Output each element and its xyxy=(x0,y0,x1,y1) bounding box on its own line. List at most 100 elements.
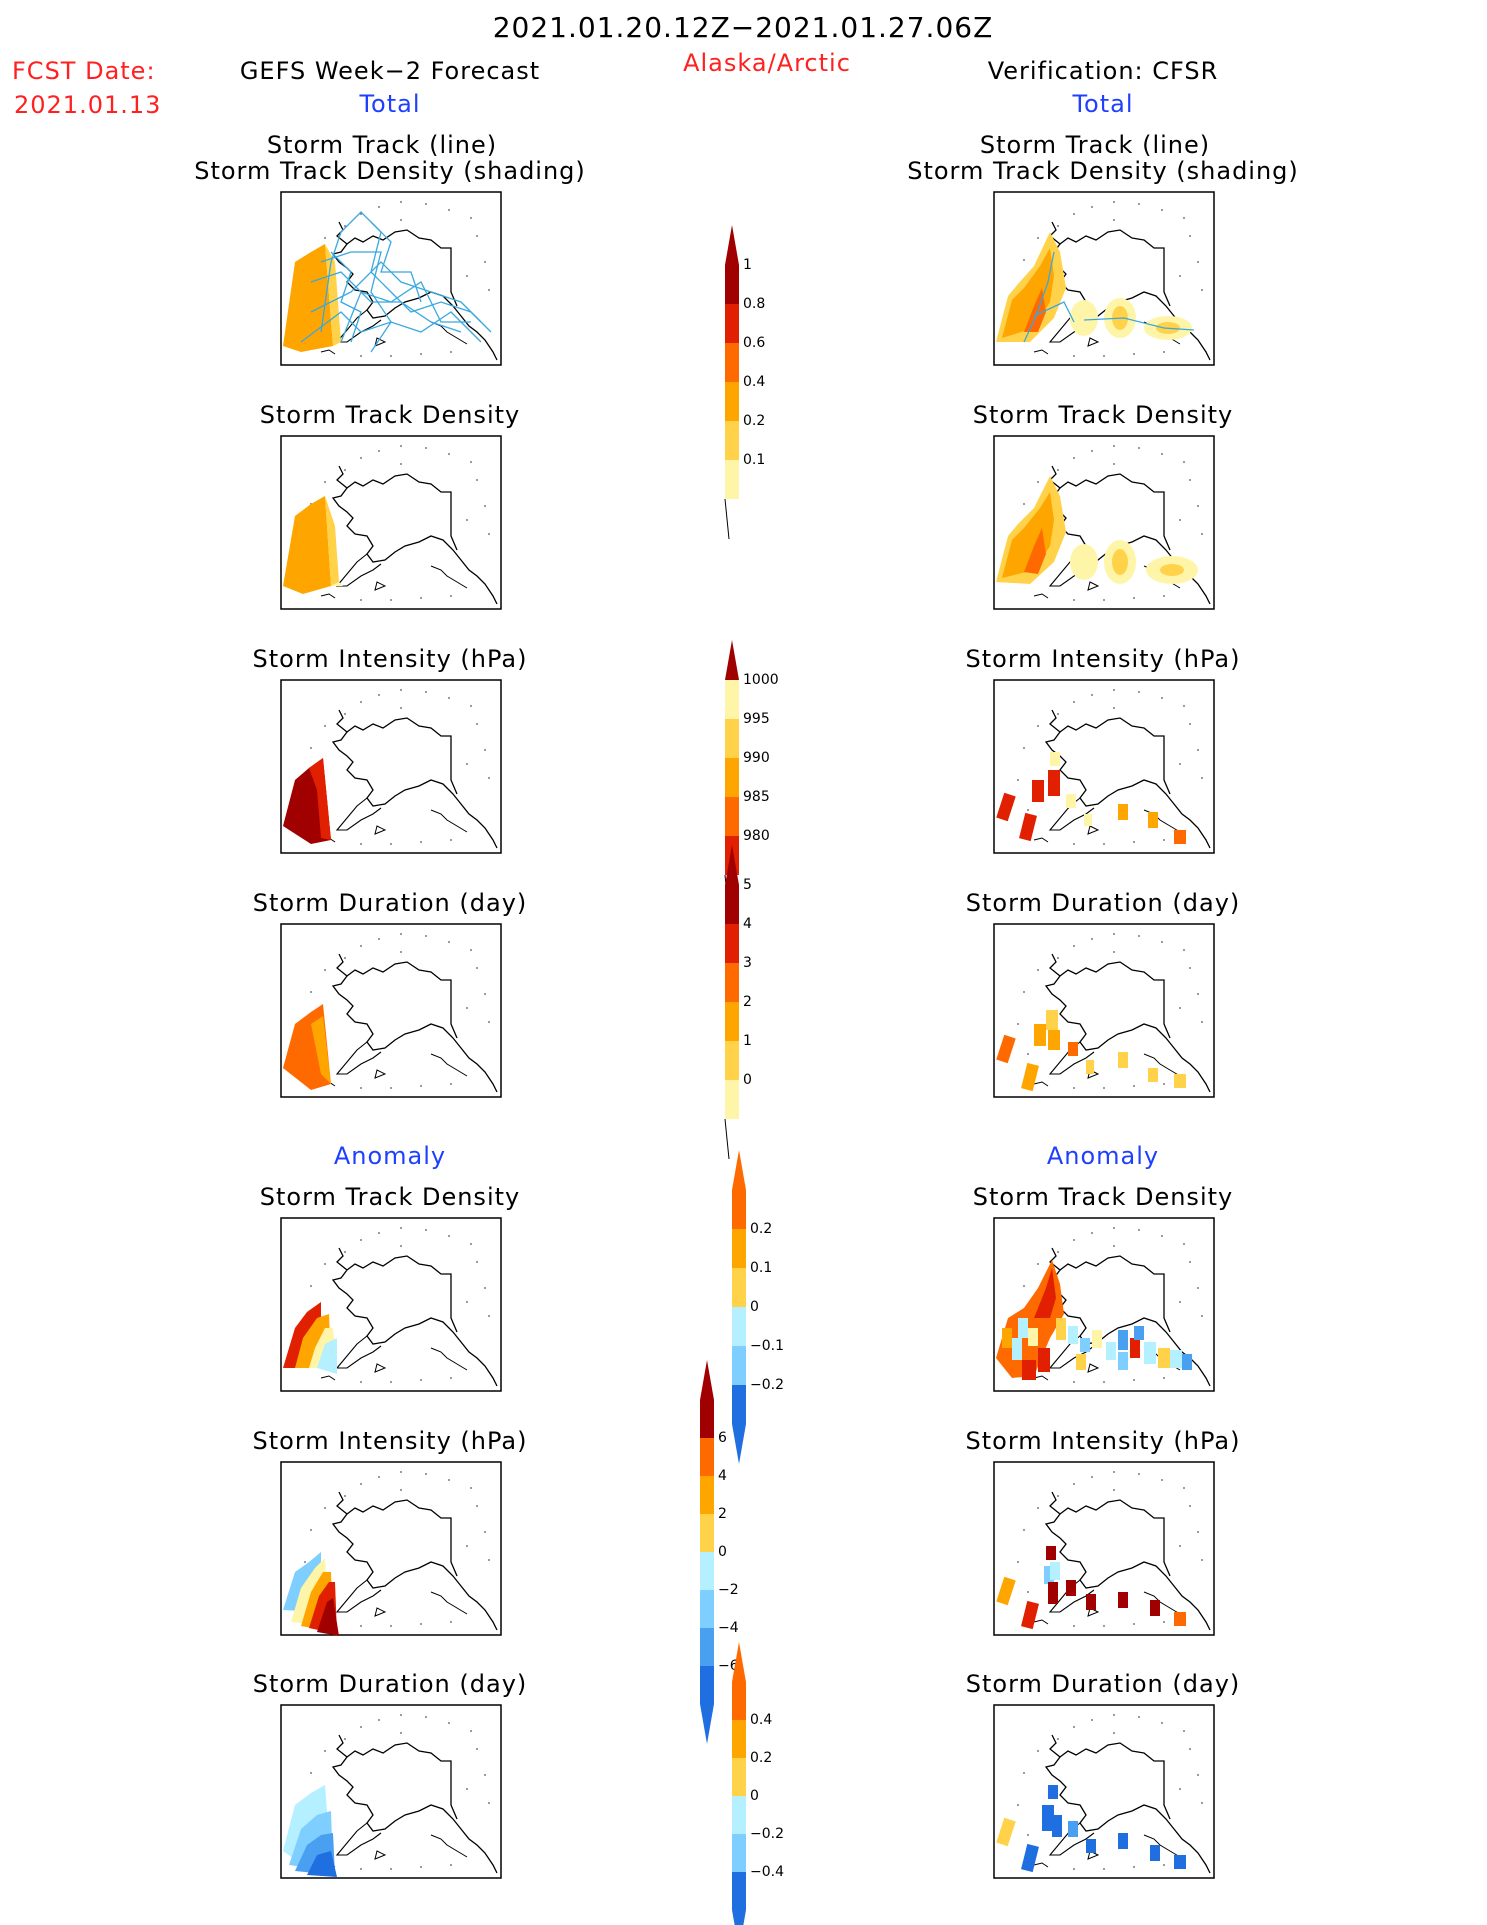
section-anomaly-right: Anomaly xyxy=(1047,1142,1159,1170)
map-forecast-density-anomaly xyxy=(280,1217,502,1392)
section-total-left: Total xyxy=(358,90,420,118)
colorbar-tick-label: −2 xyxy=(718,1582,739,1598)
colorbar-top-arrow xyxy=(725,640,739,680)
colorbar-swatch xyxy=(700,1476,714,1514)
colorbar-swatch xyxy=(725,460,739,499)
colorbar-tick-label: −0.2 xyxy=(750,1377,784,1393)
colorbar-tick-label: 0 xyxy=(718,1544,727,1560)
colorbar-tail xyxy=(724,1118,730,1160)
colorbar-swatch xyxy=(700,1666,714,1704)
colorbar-tick-label: 985 xyxy=(743,789,770,805)
colorbar-swatch xyxy=(732,1720,746,1758)
colorbar-swatch xyxy=(725,680,739,719)
colorbar-swatch xyxy=(732,1385,746,1424)
panel-title: Storm Duration (day) xyxy=(966,889,1241,917)
fcst-date-value: 2021.01.13 xyxy=(14,91,161,119)
colorbar-swatch xyxy=(732,1834,746,1872)
colorbar-tick-label: 1000 xyxy=(743,672,779,688)
colorbar-tick-label: 3 xyxy=(743,955,752,971)
colorbar-tick-label: 4 xyxy=(718,1468,727,1484)
map-forecast-intensity xyxy=(280,679,502,854)
colorbar-tick-label: 0.2 xyxy=(750,1221,772,1237)
colorbar-duration-total: 5 4 3 2 1 0 xyxy=(724,845,752,1160)
panel-title: Storm Intensity (hPa) xyxy=(253,645,528,673)
colorbar-tick-label: 4 xyxy=(743,916,752,932)
panel-title: Storm Duration (day) xyxy=(966,1670,1241,1698)
colorbar-swatch xyxy=(725,1080,739,1119)
colorbar-swatch xyxy=(732,1758,746,1796)
colorbar-duration-anomaly: 0.4 0.2 0 −0.2 −0.4 xyxy=(732,1642,784,1925)
colorbar-swatch xyxy=(732,1682,746,1720)
colorbar-swatch xyxy=(725,343,739,382)
panel-title: Storm Track (line) xyxy=(267,131,497,159)
colorbar-bottom-arrow xyxy=(732,1910,746,1925)
colorbar-swatch xyxy=(725,421,739,460)
panel-title: Storm Track Density xyxy=(973,401,1233,429)
colorbar-tick-label: 0.2 xyxy=(743,413,765,429)
colorbar-tick-label: −4 xyxy=(718,1620,739,1636)
panel-title: Storm Track Density xyxy=(260,401,520,429)
colorbar-swatch xyxy=(732,1872,746,1910)
colorbar-tick-label: 0.4 xyxy=(743,374,765,390)
panel-title: Storm Intensity (hPa) xyxy=(966,1427,1241,1455)
region-title: Alaska/Arctic xyxy=(683,49,851,77)
colorbar-tick-label: −0.4 xyxy=(750,1864,784,1880)
colorbar-tick-label: 0 xyxy=(750,1788,759,1804)
colorbar-swatch xyxy=(732,1229,746,1268)
fcst-date-label: FCST Date: xyxy=(12,57,156,85)
colorbar-swatch xyxy=(725,797,739,836)
panel-title: Storm Track Density xyxy=(260,1183,520,1211)
map-forecast-duration xyxy=(280,923,502,1098)
colorbar-bottom-arrow xyxy=(700,1704,714,1744)
colorbar-swatch xyxy=(725,924,739,963)
map-verification-intensity xyxy=(993,679,1215,854)
section-anomaly-left: Anomaly xyxy=(334,1142,446,1170)
colorbar-tick-label: 1 xyxy=(743,1033,752,1049)
period-title: 2021.01.20.12Z−2021.01.27.06Z xyxy=(493,11,994,44)
verification-title: Verification: CFSR xyxy=(988,57,1219,85)
colorbar-tick-label: 0.4 xyxy=(750,1712,772,1728)
colorbar-tick-label: 1 xyxy=(743,257,752,273)
map-verification-intensity-anomaly xyxy=(993,1461,1215,1636)
colorbar-swatch xyxy=(732,1268,746,1307)
map-forecast-track xyxy=(280,191,502,366)
colorbar-swatch xyxy=(725,1002,739,1041)
panel-title: Storm Intensity (hPa) xyxy=(966,645,1241,673)
colorbar-top-arrow xyxy=(700,1360,714,1400)
colorbar-tick-label: 980 xyxy=(743,828,770,844)
colorbar-swatch xyxy=(725,963,739,1002)
colorbar-tick-label: 0.1 xyxy=(743,452,765,468)
colorbar-swatch xyxy=(732,1307,746,1346)
panel-title: Storm Duration (day) xyxy=(253,889,528,917)
colorbar-swatch xyxy=(732,1346,746,1385)
colorbar-swatch xyxy=(700,1590,714,1628)
map-verification-duration xyxy=(993,923,1215,1098)
panel-title: Storm Duration (day) xyxy=(253,1670,528,1698)
colorbar-tick-label: 2 xyxy=(743,994,752,1010)
map-forecast-intensity-anomaly xyxy=(280,1461,502,1636)
colorbar-tick-label: 2 xyxy=(718,1506,727,1522)
colorbar-tick-label: 0 xyxy=(743,1072,752,1088)
colorbar-bottom-arrow xyxy=(732,1424,746,1464)
panel-title: Storm Track Density (shading) xyxy=(194,157,586,185)
colorbar-tick-label: 5 xyxy=(743,877,752,893)
map-verification-track xyxy=(993,191,1215,366)
colorbar-swatch xyxy=(725,719,739,758)
section-total-right: Total xyxy=(1071,90,1133,118)
colorbar-tail xyxy=(724,498,730,540)
colorbar-tick-label: 0.1 xyxy=(750,1260,772,1276)
colorbar-tick-label: −6 xyxy=(718,1658,739,1674)
colorbar-tick-label: 990 xyxy=(743,750,770,766)
colorbar-swatch xyxy=(732,1190,746,1229)
panel-title: Storm Track (line) xyxy=(980,131,1210,159)
panel-title: Storm Track Density xyxy=(973,1183,1233,1211)
colorbar-intensity-anomaly: 6 4 2 0 −2 −4 −6 xyxy=(700,1360,739,1744)
colorbar-density-anomaly: 0.2 0.1 0 −0.1 −0.2 xyxy=(732,1150,784,1464)
forecast-title: GEFS Week−2 Forecast xyxy=(240,57,540,85)
colorbar-tick-label: 0.8 xyxy=(743,296,765,312)
colorbars: 10.80.60.40.20.110009959909859805432100.… xyxy=(700,225,784,1925)
colorbar-swatch xyxy=(700,1628,714,1666)
colorbar-tick-label: 6 xyxy=(718,1430,727,1446)
colorbar-top-arrow xyxy=(732,1642,746,1682)
